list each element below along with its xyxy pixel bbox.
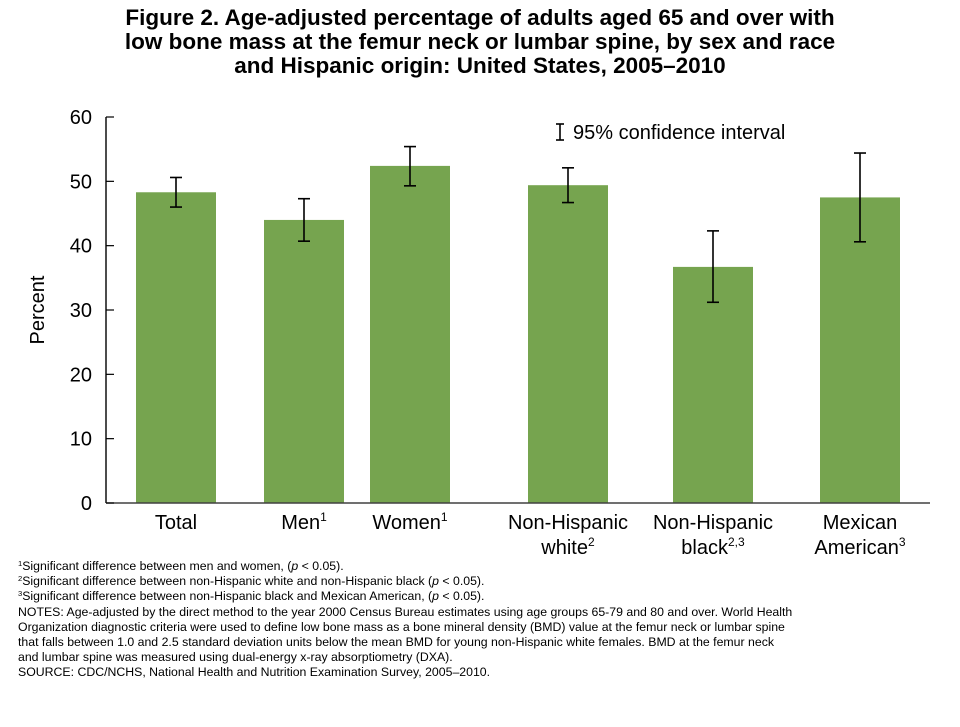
y-tick-label: 0 [81,493,92,515]
y-tick-label: 60 [70,107,92,129]
footnote-line: 1Significant difference between men and … [18,558,344,573]
x-tick-label: Women1 [372,510,448,534]
bar [370,165,450,504]
error-bar [298,197,310,242]
title-line: and Hispanic origin: United States, 2005… [234,53,726,78]
error-bar [707,230,719,304]
legend: 95% confidence interval [556,122,785,144]
y-tick-label: 30 [70,300,92,322]
chart-title: Figure 2. Age-adjusted percentage of adu… [0,6,960,78]
error-bar [170,176,182,208]
bar-chart: 0 10 20 30 40 50 60 Total Men1 Women1 Non-Hispa… [27,107,930,559]
legend-ci-icon [556,123,564,141]
x-tick-label: Total [155,512,197,534]
y-axis-label: Percent [27,275,49,344]
title-line: Figure 2. Age-adjusted percentage of adu… [125,5,835,30]
error-bar [562,167,574,204]
y-tick-label: 40 [70,236,92,258]
x-tick-label: Non-Hispanic white2 [508,512,628,559]
footnote-line: SOURCE: CDC/NCHS, National Health and Nu… [18,665,491,680]
footnote-line: 3Significant difference between non-Hisp… [18,589,485,604]
x-tick-label: Men1 [281,510,327,534]
x-tick-label: Non-Hispanic black2,3 [653,512,773,559]
y-tick-label: 10 [70,429,92,451]
title-line: low bone mass at the femur neck or lumba… [124,29,836,54]
footnote-line: NOTES: Age-adjusted by the direct method… [18,604,793,619]
bar [264,219,344,503]
bar [820,197,900,503]
error-bar [854,152,866,243]
footnote-line: Organization diagnostic criteria were us… [18,619,785,634]
x-tick-label: Mexican American3 [814,512,905,559]
y-ticks-group: 0 10 20 30 40 50 60 [70,107,114,515]
bar [136,192,216,503]
axes-group [105,117,930,504]
footnote-line: that falls between 1.0 and 2.5 standard … [18,635,774,650]
y-tick-label: 20 [70,364,92,386]
footnote-line: and lumbar spine was measured using dual… [18,650,453,665]
bar [673,266,753,503]
x-labels-group: Total Men1 Women1 Non-Hispanic white2 Non-… [155,510,906,559]
bar [528,185,608,503]
legend-label: 95% confidence interval [573,122,785,144]
error-bar [404,145,416,187]
footnotes: 1Significant difference between men and … [18,559,958,681]
y-tick-label: 50 [70,171,92,193]
footnote-line: 2Significant difference between non-Hisp… [18,574,485,589]
bars-group [136,165,900,504]
error-bars-group [170,145,866,304]
